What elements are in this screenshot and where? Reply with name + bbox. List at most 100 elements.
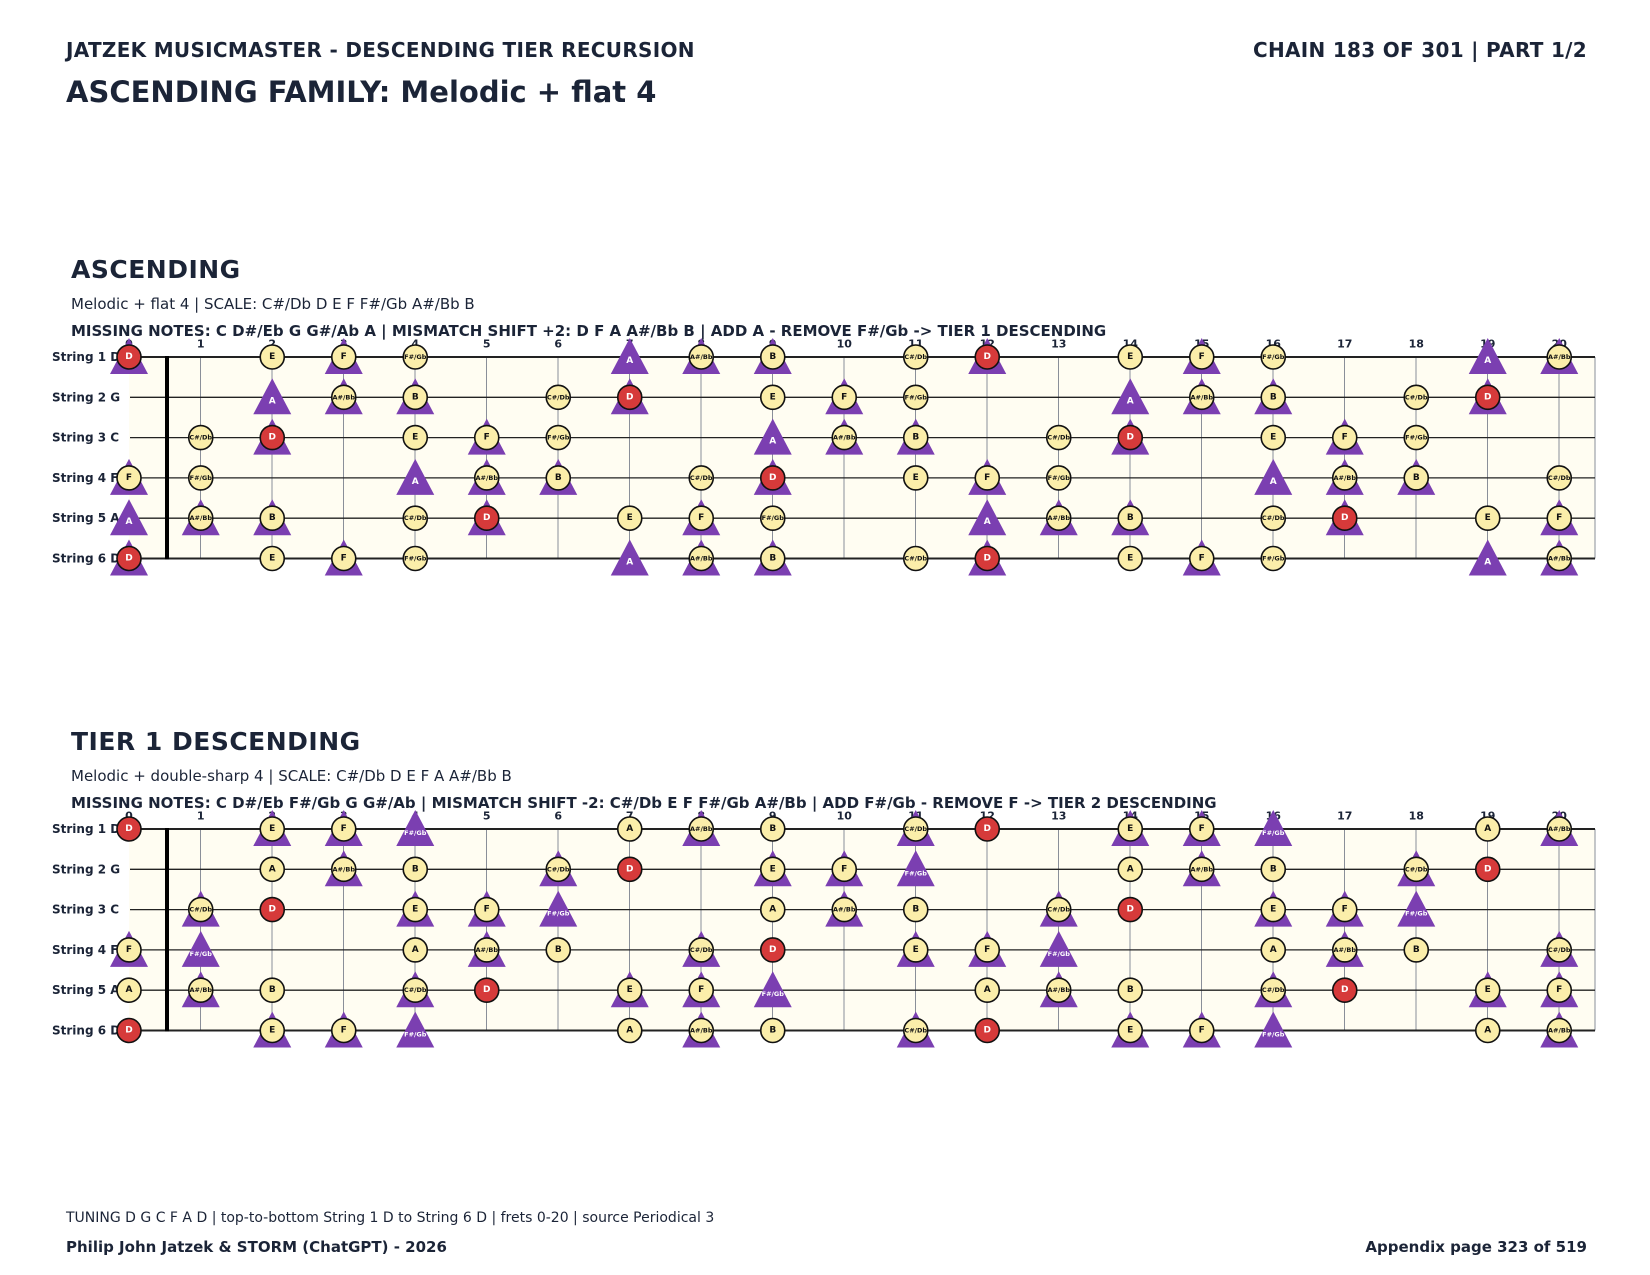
note-marker: F — [825, 850, 864, 887]
section-1-missing-notes: MISSING NOTES: C D#/Eb G G#/Ab A | MISMA… — [71, 322, 1107, 340]
note-label: F — [341, 554, 347, 564]
fret-number: 18 — [1409, 338, 1424, 351]
note-marker: B — [253, 499, 292, 536]
note-marker: E — [610, 971, 649, 1008]
note-marker: D — [116, 1017, 142, 1044]
note-label: A — [1270, 477, 1277, 487]
root-note-circle — [259, 424, 286, 451]
note-marker: E — [259, 344, 286, 370]
root-note-circle — [974, 816, 1001, 842]
root-note-circle — [759, 465, 786, 491]
scale-note-circle — [1546, 1017, 1573, 1044]
string-label: String 4 F — [52, 943, 118, 957]
note-label: D — [1341, 513, 1348, 523]
note-marker: F#/Gb — [396, 1011, 435, 1048]
note-label: C#/Db — [1262, 514, 1285, 522]
note-label: B — [1413, 945, 1420, 955]
string-label: String 5 A — [52, 511, 120, 525]
note-marker: D — [974, 816, 1001, 842]
root-note-circle — [974, 344, 1001, 370]
note-label: F — [484, 433, 490, 443]
note-label: F — [1199, 1026, 1205, 1036]
note-marker: E — [1468, 971, 1507, 1008]
note-label: C#/Db — [1047, 434, 1070, 442]
scale-note-circle — [116, 977, 142, 1003]
note-label: C#/Db — [904, 825, 927, 833]
note-label: F — [126, 945, 132, 955]
note-marker: A#/Bb — [1540, 1011, 1579, 1048]
fret-number: 1 — [197, 338, 205, 351]
scale-note-circle — [759, 344, 786, 370]
note-marker: C#/Db — [1546, 465, 1573, 491]
note-marker: A#/Bb — [324, 378, 363, 415]
nut — [165, 828, 169, 1032]
note-label: F#/Gb — [404, 555, 427, 563]
note-marker: A#/Bb — [1039, 499, 1078, 536]
scale-note-circle — [1117, 977, 1144, 1003]
mismatch-triangle — [396, 1011, 435, 1048]
note-marker: A#/Bb — [467, 458, 506, 495]
note-marker: A#/Bb — [181, 499, 220, 536]
note-label: A — [1127, 396, 1134, 406]
note-marker: E — [253, 810, 292, 846]
scale-note-circle — [688, 465, 715, 491]
mismatch-triangle — [1039, 930, 1078, 967]
note-marker: D — [1474, 856, 1501, 883]
footer-page: Appendix page 323 of 519 — [1365, 1238, 1587, 1256]
note-marker: E — [759, 384, 786, 411]
header-right: CHAIN 183 OF 301 | PART 1/2 — [1253, 38, 1587, 62]
note-marker: F#/Gb — [1045, 465, 1072, 491]
note-marker: A — [616, 1017, 643, 1044]
note-marker: B — [1254, 378, 1293, 415]
note-label: F — [484, 905, 490, 915]
note-label: A — [626, 824, 633, 834]
scale-note-circle — [402, 977, 429, 1003]
note-marker: A — [1111, 378, 1150, 415]
note-marker: D — [968, 338, 1007, 374]
note-marker: C#/Db — [1260, 505, 1287, 531]
note-marker: A#/Bb — [1325, 930, 1364, 967]
note-marker: C#/Db — [402, 505, 429, 531]
note-label: A#/Bb — [476, 946, 499, 954]
mismatch-triangle — [253, 378, 292, 415]
fret-number: 5 — [483, 338, 491, 351]
fret-number: 18 — [1409, 810, 1424, 823]
note-marker: B — [759, 816, 786, 842]
note-label: A#/Bb — [833, 434, 856, 442]
mismatch-triangle — [1397, 890, 1436, 927]
scale-note-circle — [1546, 977, 1573, 1003]
scale-note-circle — [187, 896, 214, 923]
fret-number: 6 — [554, 338, 562, 351]
note-marker: F#/Gb — [1254, 810, 1293, 846]
scale-note-circle — [1474, 816, 1501, 842]
nut — [165, 356, 169, 560]
note-label: F — [698, 513, 704, 523]
scale-note-circle — [545, 856, 572, 883]
scale-note-circle — [187, 977, 214, 1003]
root-note-circle — [1117, 424, 1144, 451]
fret-number: 10 — [837, 338, 853, 351]
note-marker: C#/Db — [902, 545, 929, 572]
note-marker: F#/Gb — [1039, 930, 1078, 967]
string-label: String 2 G — [52, 390, 120, 404]
scale-note-circle — [402, 896, 429, 923]
note-marker: A#/Bb — [1540, 810, 1579, 846]
scale-note-circle — [1546, 465, 1573, 491]
root-note-circle — [759, 937, 786, 963]
scale-note-circle — [187, 424, 214, 451]
note-marker: A — [402, 937, 429, 963]
note-label: A#/Bb — [833, 906, 856, 914]
mismatch-triangle — [610, 539, 649, 576]
note-label: A#/Bb — [690, 353, 713, 361]
note-label: A — [984, 985, 991, 995]
scale-note-circle — [759, 505, 786, 531]
note-label: D — [483, 985, 490, 995]
note-marker: D — [1117, 896, 1144, 923]
note-marker: F#/Gb — [1260, 545, 1287, 572]
note-label: A#/Bb — [190, 514, 213, 522]
fret-number: 17 — [1337, 810, 1352, 823]
note-marker: A#/Bb — [682, 338, 721, 374]
note-label: E — [412, 905, 418, 915]
scale-note-circle — [1331, 937, 1358, 963]
scale-note-circle — [902, 344, 929, 370]
